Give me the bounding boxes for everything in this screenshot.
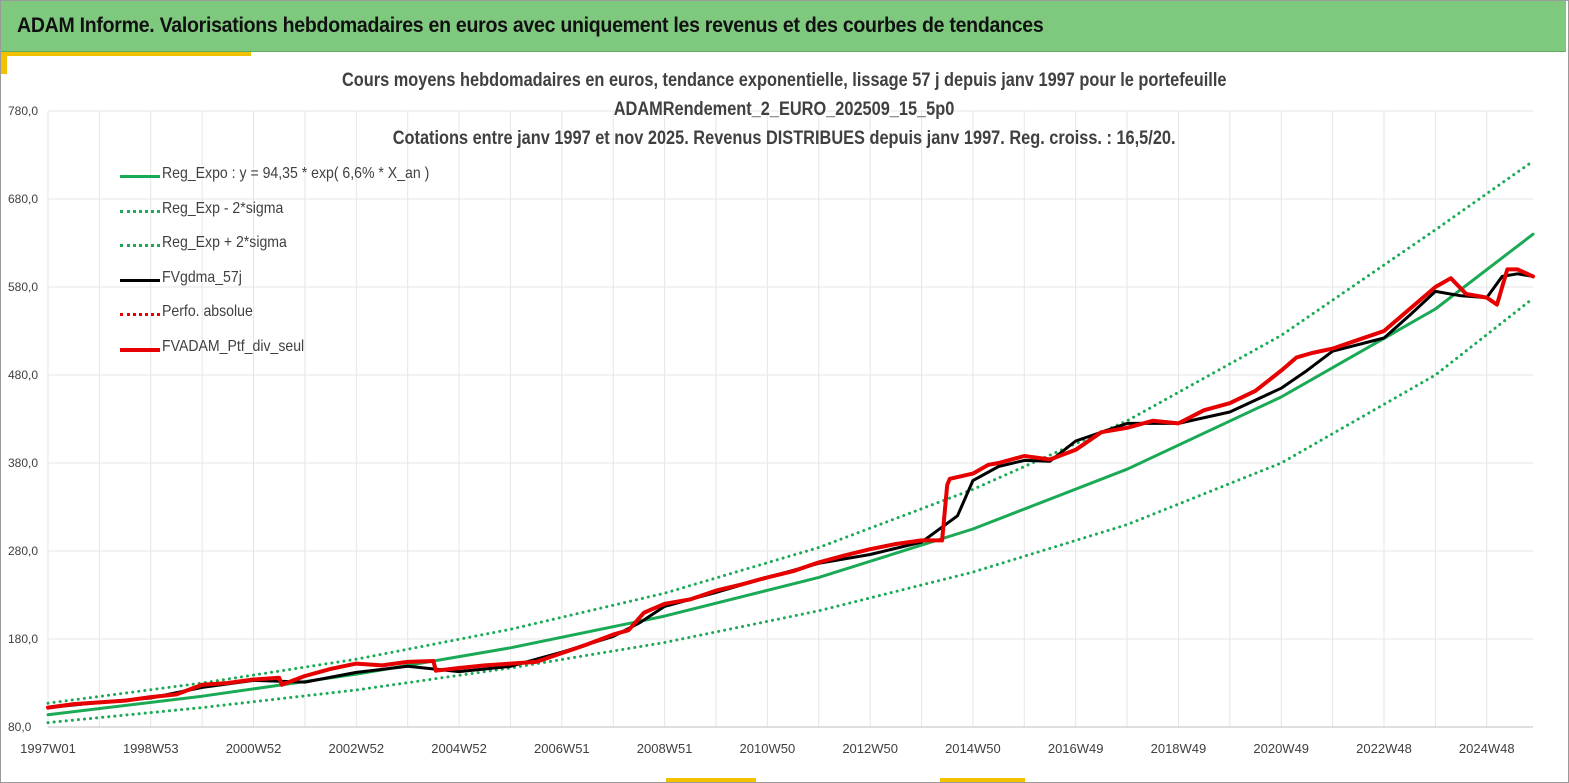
legend-swatch bbox=[120, 347, 160, 352]
legend-label: FVgdma_57j bbox=[162, 268, 242, 286]
accent-bar-bottom bbox=[940, 778, 1025, 782]
legend-item: Reg_Exp - 2*sigma bbox=[120, 200, 540, 224]
series-line-reg-minus bbox=[46, 296, 1535, 725]
accent-bar-left bbox=[1, 52, 7, 74]
chart-title-text: ADAMRendement_2_EURO_202509_15_5p0 bbox=[614, 99, 955, 120]
x-tick-label: 1997W01 bbox=[20, 741, 76, 756]
legend-swatch bbox=[120, 244, 160, 247]
x-tick-label: 2016W49 bbox=[1048, 741, 1104, 756]
x-tick-label: 2022W48 bbox=[1356, 741, 1412, 756]
chart-title-line-1: Cours moyens hebdomadaires en euros, ten… bbox=[0, 70, 1569, 92]
series-line-fvadam bbox=[46, 267, 1535, 710]
legend-item: FVADAM_Ptf_div_seul bbox=[120, 338, 540, 362]
y-tick-label: 680,0 bbox=[8, 192, 38, 206]
page-title: ADAM Informe. Valorisations hebdomadaire… bbox=[17, 14, 1044, 37]
x-tick-label: 2020W49 bbox=[1253, 741, 1309, 756]
legend-swatch bbox=[120, 175, 160, 178]
y-tick-label: 780,0 bbox=[8, 104, 38, 118]
legend-label: Reg_Exp + 2*sigma bbox=[162, 234, 287, 251]
legend-item: FVgdma_57j bbox=[120, 269, 540, 293]
chart-title-line-2: ADAMRendement_2_EURO_202509_15_5p0 bbox=[0, 99, 1569, 121]
x-tick-label: 2012W50 bbox=[842, 741, 898, 756]
y-tick-label: 380,0 bbox=[8, 456, 38, 470]
x-tick-label: 2000W52 bbox=[226, 741, 282, 756]
y-tick-label: 80,0 bbox=[8, 720, 32, 734]
x-tick-label: 2024W48 bbox=[1459, 741, 1515, 756]
y-tick-label: 580,0 bbox=[8, 280, 38, 294]
x-tick-label: 1998W53 bbox=[123, 741, 179, 756]
x-tick-label: 2002W52 bbox=[328, 741, 384, 756]
header-bar: ADAM Informe. Valorisations hebdomadaire… bbox=[1, 1, 1566, 52]
legend-item: Reg_Exp + 2*sigma bbox=[120, 234, 540, 258]
series-line-reg-plus bbox=[46, 159, 1535, 705]
legend-label: Reg_Expo : y = 94,35 * exp( 6,6% * X_an … bbox=[162, 165, 430, 182]
x-tick-label: 2018W49 bbox=[1151, 741, 1207, 756]
x-tick-label: 2004W52 bbox=[431, 741, 487, 756]
legend-swatch bbox=[120, 278, 160, 282]
y-tick-label: 480,0 bbox=[8, 368, 38, 382]
x-tick-label: 2006W51 bbox=[534, 741, 590, 756]
y-tick-label: 280,0 bbox=[8, 544, 38, 558]
chart-title-text: Cours moyens hebdomadaires en euros, ten… bbox=[342, 70, 1227, 91]
accent-bar-bottom bbox=[666, 778, 756, 782]
legend-label: Perfo. absolue bbox=[162, 303, 253, 320]
x-tick-label: 2008W51 bbox=[637, 741, 693, 756]
legend-label: FVADAM_Ptf_div_seul bbox=[162, 337, 305, 355]
legend-swatch bbox=[120, 209, 160, 213]
legend-item: Perfo. absolue bbox=[120, 303, 540, 327]
legend-swatch bbox=[120, 313, 160, 316]
accent-bar-top bbox=[1, 52, 251, 56]
y-tick-label: 180,0 bbox=[8, 632, 38, 646]
x-tick-label: 2010W50 bbox=[740, 741, 796, 756]
legend-label: Reg_Exp - 2*sigma bbox=[162, 199, 284, 217]
x-tick-label: 2014W50 bbox=[945, 741, 1001, 756]
series-line-fvgdma bbox=[46, 272, 1535, 710]
chart-title-text: Cotations entre janv 1997 et nov 2025. R… bbox=[393, 128, 1176, 149]
legend-item: Reg_Expo : y = 94,35 * exp( 6,6% * X_an … bbox=[120, 165, 540, 189]
chart-title-line-3: Cotations entre janv 1997 et nov 2025. R… bbox=[0, 128, 1569, 150]
